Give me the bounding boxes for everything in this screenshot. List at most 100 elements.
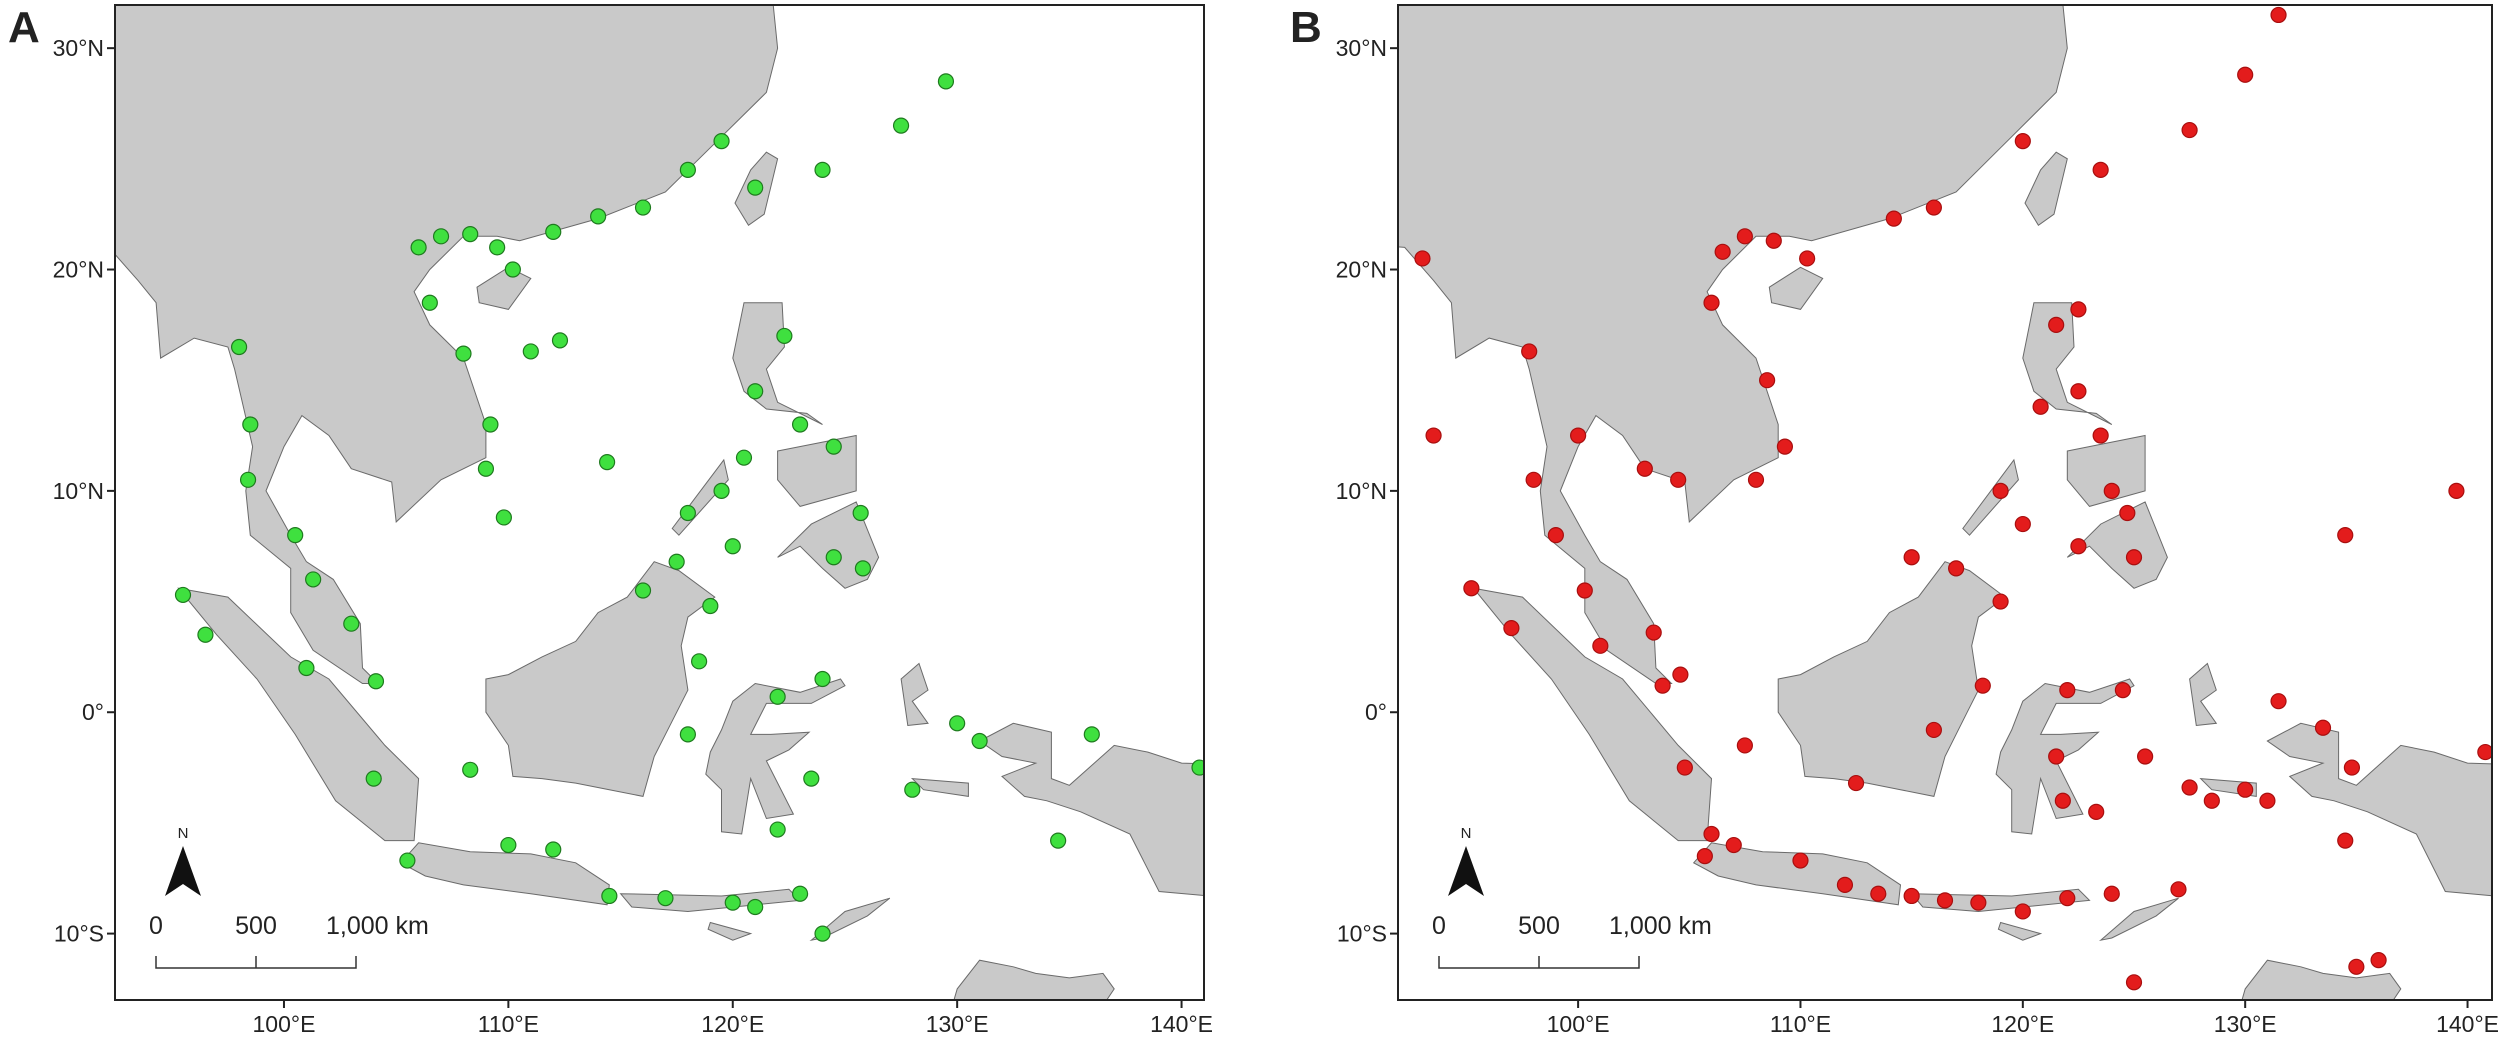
occurrence-point [2054,792,2071,809]
occurrence-point [1765,232,1782,249]
occurrence-point [2119,504,2136,522]
lat-tick-label: 20°N [1336,257,1387,283]
occurrence-point [2270,6,2287,24]
occurrence-point [691,653,708,670]
map-panel: 30°N 20°N 10°N 0° 10°S 100°E 110°E 120°E 130°E 14… [1290,3,2499,1037]
lat-tick-label: 10°S [54,921,104,947]
occurrence-point [2237,781,2254,798]
occurrence-point [1925,199,1942,216]
occurrence-point [2092,427,2109,444]
occurrence-point [305,571,322,588]
lon-tick-label: 120°E [701,1011,764,1037]
occurrence-point [769,688,786,705]
occurrence-point [421,294,438,311]
occurrence-point [971,732,988,750]
lon-tick-label: 100°E [1547,1011,1610,1037]
occurrence-point [1970,894,1987,911]
occurrence-point [1570,427,1587,444]
occurrence-point [2014,133,2031,150]
land [485,561,716,797]
occurrence-point [1672,666,1689,683]
occurrence-point [590,208,607,225]
occurrence-point [2103,885,2120,902]
occurrence-point [2125,974,2143,991]
land [115,5,779,684]
land [2098,897,2179,942]
occurrence-point [2270,693,2287,710]
occurrence-point [1759,372,1776,389]
occurrence-point [713,482,730,499]
scale-label: 500 [235,912,277,940]
land [1768,266,1824,310]
scale-label: 500 [1518,912,1560,940]
occurrence-point [2181,779,2198,796]
occurrence-point [2048,748,2065,765]
occurrence-point [1870,885,1887,902]
land [1910,888,2091,913]
lat-tick-label: 10°N [53,478,104,504]
occurrence-point [1703,294,1720,311]
occurrence-point [2370,952,2387,969]
lat-tick-label: 10°S [1337,921,1387,947]
occurrence-point [1696,848,1713,865]
occurrence-point [1521,343,1538,360]
occurrence-point [2337,527,2354,544]
occurrence-point [230,338,248,356]
occurrence-point [1736,737,1753,754]
lon-tick-label: 140°E [2436,1011,2499,1037]
map-panel: 30°N 20°N 10°N 0° 10°S 100°E 110°E 120°E 130°E 14… [8,3,1213,1037]
lon-tick-label: 110°E [478,1011,539,1037]
land [1995,678,2135,835]
occurrence-point [601,887,618,905]
occurrence-point [1736,228,1753,245]
lon-tick-label: 110°E [1770,1011,1831,1037]
occurrence-point [365,770,382,787]
occurrence-point [2343,759,2361,776]
land [777,501,880,589]
occurrence-point [2237,66,2254,83]
occurrence-point [242,416,259,433]
occurrence-point [298,659,315,677]
occurrence-point [2181,121,2198,139]
occurrence-point [724,894,741,911]
land [707,921,753,941]
occurrence-point [904,781,921,798]
occurrence-point [599,454,616,471]
occurrence-point [747,179,764,196]
land [177,587,420,842]
occurrence-point [2014,515,2031,533]
occurrence-point [2088,803,2105,820]
occurrence-point [2114,682,2131,699]
occurrence-point [679,726,696,743]
scale-bar [155,956,357,969]
occurrence-point [1847,774,1865,792]
land [900,662,929,727]
occurrence-point [1191,759,1204,776]
occurrence-point [545,223,562,240]
occurrence-point [2348,958,2365,975]
lat-tick-label: 0° [82,699,104,725]
lat-tick-label: 30°N [53,35,104,61]
occurrence-point [1503,620,1520,637]
occurrence-point [2203,792,2220,809]
map-area [115,5,1204,1000]
land [2266,722,2492,897]
occurrence-point [769,821,786,838]
occurrence-point [634,199,652,216]
land [1962,458,2019,536]
occurrence-point [2170,881,2187,898]
occurrence-point [814,670,831,688]
occurrence-point [1747,471,1765,488]
occurrence-point [1576,582,1593,599]
occurrence-point [1992,593,2009,610]
occurrence-point [1903,549,1920,566]
occurrence-point [852,504,869,522]
land [1777,561,2006,797]
occurrence-point [892,117,910,134]
north-label: N [178,825,189,842]
scale-label: 0 [149,912,163,940]
lat-tick-label: 30°N [1336,35,1387,61]
occurrence-point [495,509,512,526]
land [978,722,1204,897]
